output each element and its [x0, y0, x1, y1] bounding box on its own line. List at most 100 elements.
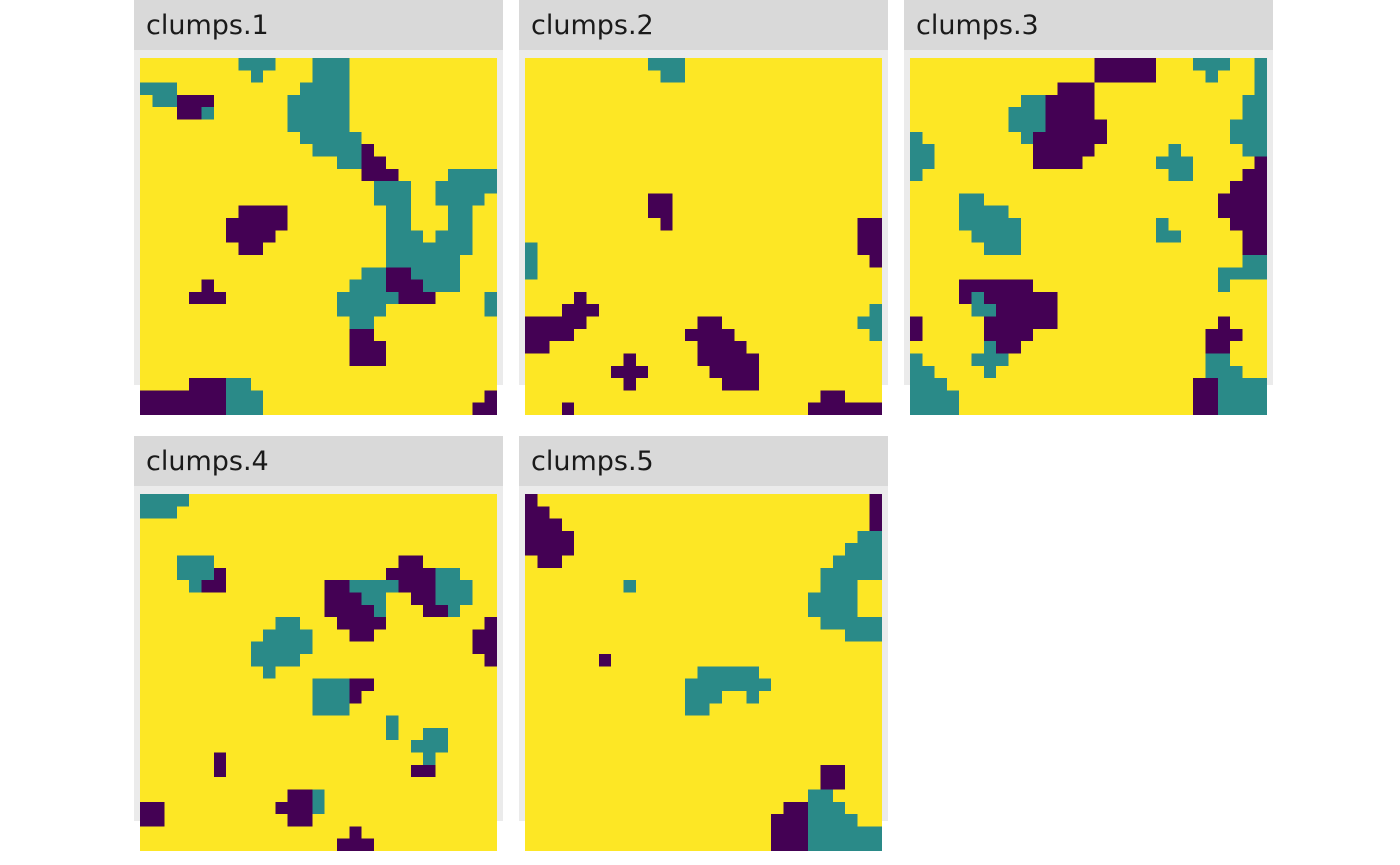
raster-cell: [472, 555, 485, 569]
raster-cell: [996, 193, 1009, 207]
raster-cell: [549, 304, 563, 317]
raster-cell: [746, 168, 760, 182]
raster-cell: [946, 304, 960, 317]
raster-cell: [1193, 107, 1206, 120]
raster-cell: [525, 838, 538, 851]
raster-cell: [1070, 254, 1083, 268]
raster-cell: [537, 205, 550, 219]
raster-cell: [771, 617, 784, 630]
raster-cell: [1106, 82, 1120, 96]
raster-cell: [1230, 365, 1243, 379]
raster-cell: [263, 690, 276, 704]
raster-cell: [460, 752, 473, 766]
raster-cell: [611, 715, 624, 729]
raster-cell: [561, 567, 575, 581]
raster-cell: [1082, 193, 1095, 207]
raster-cell: [1106, 291, 1120, 305]
raster-cell: [832, 82, 846, 96]
raster-cell: [808, 678, 821, 692]
raster-cell: [934, 341, 948, 354]
raster-cell: [746, 715, 760, 729]
raster-cell: [1045, 279, 1059, 293]
raster-cell: [201, 715, 215, 729]
raster-cell: [795, 814, 809, 827]
raster-cell: [373, 752, 387, 766]
raster-cell: [287, 254, 301, 268]
raster-cell: [349, 82, 362, 96]
raster-cell: [140, 518, 153, 532]
raster-cell: [746, 518, 760, 532]
raster-cell: [324, 703, 338, 716]
raster-cell: [1193, 58, 1206, 71]
raster-cell: [1230, 390, 1243, 403]
raster-cell: [857, 801, 870, 815]
raster-cell: [1070, 156, 1083, 170]
raster-cell: [410, 279, 424, 293]
raster-cell: [709, 567, 723, 581]
raster-cell: [869, 715, 882, 729]
raster-cell: [574, 304, 587, 317]
raster-cell: [971, 70, 985, 83]
facet-label: clumps.5: [531, 445, 654, 477]
raster-cell: [226, 494, 239, 507]
raster-cell: [832, 341, 846, 354]
raster-cell: [1205, 365, 1219, 379]
raster-cell: [312, 592, 325, 606]
raster-cell: [176, 727, 190, 741]
raster-cell: [349, 838, 362, 851]
raster-cell: [832, 617, 846, 630]
raster-cell: [845, 826, 858, 839]
raster-cell: [808, 530, 821, 544]
raster-cell: [447, 341, 461, 354]
raster-cell: [574, 144, 587, 157]
raster-cell: [324, 94, 338, 108]
raster-cell: [709, 555, 723, 569]
raster-cell: [845, 592, 858, 606]
raster-cell: [213, 378, 227, 391]
raster-cell: [611, 666, 624, 679]
raster-cell: [959, 365, 972, 379]
raster-cell: [189, 230, 202, 243]
raster-cell: [275, 494, 289, 507]
raster-cell: [1094, 82, 1108, 96]
raster-cell: [845, 814, 858, 827]
raster-cell: [140, 205, 153, 219]
raster-cell: [771, 703, 784, 716]
raster-cell: [734, 254, 747, 268]
raster-cell: [697, 341, 710, 354]
raster-cell: [349, 814, 362, 827]
raster-cell: [152, 789, 165, 803]
raster-cell: [574, 543, 587, 556]
raster-cell: [1217, 168, 1231, 182]
raster-cell: [857, 279, 870, 293]
raster-cell: [472, 328, 485, 342]
raster-cell: [140, 390, 153, 403]
raster-cell: [312, 752, 325, 766]
raster-cell: [189, 390, 202, 403]
raster-cell: [635, 666, 649, 679]
raster-cell: [164, 353, 178, 367]
raster-cell: [820, 629, 834, 643]
raster-cell: [820, 218, 834, 231]
raster-cell: [795, 119, 809, 133]
raster-cell: [586, 494, 600, 507]
raster-cell: [623, 530, 637, 544]
raster-cell: [537, 58, 550, 71]
raster-cell: [386, 764, 399, 778]
raster-cell: [213, 82, 227, 96]
raster-cell: [312, 764, 325, 778]
raster-cell: [685, 341, 698, 354]
raster-cell: [721, 144, 735, 157]
raster-cell: [1119, 119, 1132, 133]
raster-cell: [1217, 119, 1231, 133]
raster-cell: [484, 764, 497, 778]
raster-cell: [324, 801, 338, 815]
raster-cell: [574, 752, 587, 766]
raster-cell: [1242, 218, 1255, 231]
raster-cell: [386, 715, 399, 729]
raster-cell: [140, 641, 153, 655]
raster-cell: [660, 666, 674, 679]
raster-cell: [746, 629, 760, 643]
raster-cell: [1033, 353, 1046, 367]
raster-cell: [537, 814, 550, 827]
